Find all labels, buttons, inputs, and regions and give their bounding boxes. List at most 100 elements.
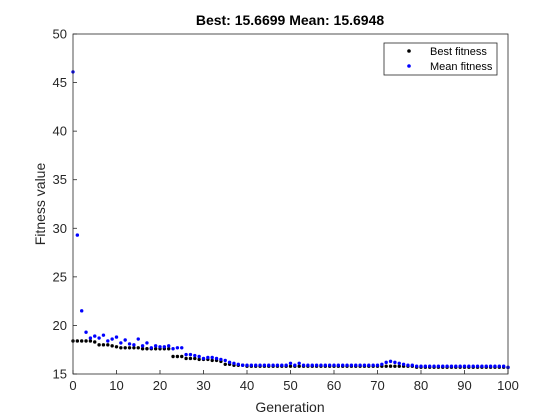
mean-fitness-point xyxy=(327,363,332,367)
best-fitness-point xyxy=(106,343,110,347)
x-tick-label: 70 xyxy=(370,378,384,393)
mean-fitness-point xyxy=(484,364,488,368)
mean-fitness-point xyxy=(371,363,375,367)
mean-fitness-point xyxy=(449,364,454,368)
mean-fitness-point xyxy=(132,343,136,347)
mean-fitness-point xyxy=(380,362,384,366)
best-fitness-point xyxy=(388,364,393,368)
mean-fitness-point xyxy=(423,364,428,368)
x-tick-label: 40 xyxy=(240,378,254,393)
mean-fitness-point xyxy=(101,333,106,337)
y-axis-label: Fitness value xyxy=(32,163,48,246)
y-tick-label: 50 xyxy=(53,27,67,42)
mean-fitness-point xyxy=(145,341,149,345)
best-fitness-point xyxy=(88,339,93,343)
mean-fitness-point xyxy=(258,363,262,367)
mean-fitness-point xyxy=(458,364,462,368)
best-fitness-point xyxy=(123,346,127,350)
x-tick-label: 80 xyxy=(414,378,428,393)
series-mean-fitness xyxy=(71,70,510,369)
mean-fitness-point xyxy=(201,356,206,361)
best-fitness-point xyxy=(136,346,140,350)
best-fitness-point xyxy=(167,347,171,351)
best-fitness-point xyxy=(188,356,193,361)
mean-fitness-point xyxy=(419,364,423,368)
best-fitness-point xyxy=(184,356,188,361)
mean-fitness-point xyxy=(367,363,371,367)
mean-fitness-point xyxy=(480,364,484,368)
best-fitness-point xyxy=(397,364,401,368)
legend-box xyxy=(383,42,498,76)
mean-fitness-point xyxy=(384,360,388,365)
mean-fitness-point xyxy=(80,309,84,313)
legend: Best fitness Mean fitness xyxy=(383,42,498,76)
mean-fitness-point xyxy=(284,363,288,367)
mean-fitness-point xyxy=(288,361,293,366)
best-fitness-point xyxy=(119,346,123,350)
x-tick-label: 50 xyxy=(283,378,297,393)
mean-fitness-point xyxy=(275,363,280,367)
mean-fitness-point xyxy=(245,363,249,367)
mean-fitness-point xyxy=(75,233,80,237)
x-tick-label: 60 xyxy=(327,378,341,393)
best-fitness-point xyxy=(97,343,101,347)
best-fitness-point xyxy=(75,339,80,343)
mean-fitness-point xyxy=(149,346,153,350)
mean-fitness-point xyxy=(401,362,406,366)
mean-fitness-point xyxy=(93,334,97,338)
mean-fitness-point xyxy=(249,363,254,367)
mean-fitness-point xyxy=(501,364,506,368)
best-fitness-point xyxy=(288,364,293,368)
y-tick-label: 40 xyxy=(53,124,67,139)
mean-fitness-point xyxy=(341,363,345,367)
best-fitness-point xyxy=(384,364,388,368)
mean-fitness-point xyxy=(293,363,297,367)
mean-fitness-point xyxy=(140,344,145,348)
mean-fitness-point xyxy=(488,364,493,368)
mean-fitness-point xyxy=(462,364,467,368)
mean-fitness-point xyxy=(414,364,419,368)
mean-fitness-point xyxy=(471,364,475,368)
mean-fitness-point xyxy=(106,339,110,343)
x-axis-label: Generation xyxy=(255,399,324,415)
mean-fitness-point xyxy=(210,355,214,360)
y-tick-label: 20 xyxy=(53,318,67,333)
mean-fitness-point xyxy=(314,363,319,367)
mean-fitness-point xyxy=(319,363,323,367)
best-fitness-point xyxy=(393,364,397,368)
best-fitness-point xyxy=(93,340,97,344)
best-fitness-point xyxy=(180,354,184,359)
best-fitness-point xyxy=(223,362,227,366)
y-tick-label: 25 xyxy=(53,269,67,284)
legend-label-mean: Mean fitness xyxy=(430,61,493,73)
mean-fitness-point xyxy=(436,364,441,368)
mean-fitness-point xyxy=(123,338,127,342)
mean-fitness-point xyxy=(175,346,180,350)
legend-label-best: Best fitness xyxy=(430,46,487,58)
mean-fitness-point xyxy=(97,336,101,340)
mean-fitness-point xyxy=(158,345,162,349)
mean-fitness-point xyxy=(354,363,358,367)
mean-fitness-point xyxy=(223,358,227,363)
mean-fitness-point xyxy=(236,362,240,366)
mean-fitness-point xyxy=(393,360,397,365)
mean-fitness-point xyxy=(445,364,449,368)
mean-fitness-point xyxy=(375,363,380,367)
mean-fitness-point xyxy=(232,361,236,366)
mean-fitness-point xyxy=(127,342,132,346)
mean-fitness-point xyxy=(254,363,258,367)
x-tick-label: 100 xyxy=(497,378,519,393)
best-fitness-point xyxy=(297,364,301,368)
mean-fitness-point xyxy=(171,347,175,351)
mean-fitness-point xyxy=(110,337,114,341)
mean-fitness-point xyxy=(441,364,445,368)
x-tick-label: 0 xyxy=(69,378,76,393)
best-fitness-point xyxy=(175,354,180,359)
plot-frame xyxy=(72,33,509,375)
mean-fitness-point xyxy=(345,363,349,367)
mean-fitness-point xyxy=(167,344,171,348)
mean-fitness-point xyxy=(262,363,267,367)
best-fitness-point xyxy=(114,345,119,349)
mean-fitness-point xyxy=(306,363,310,367)
mean-fitness-point xyxy=(193,353,197,358)
